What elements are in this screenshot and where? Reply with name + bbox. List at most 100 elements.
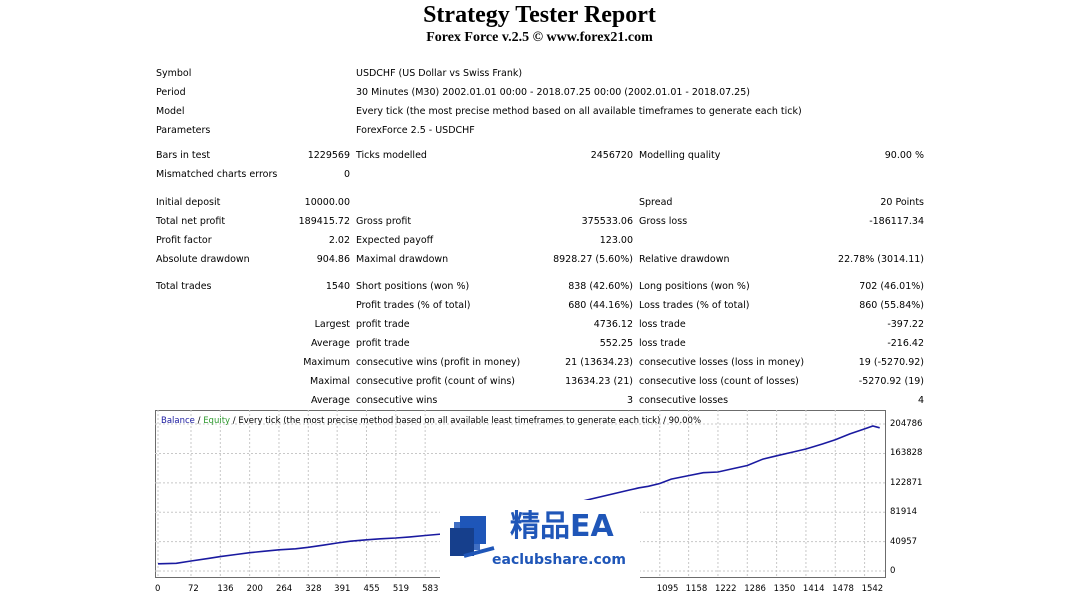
long-value: 702 (46.01%) xyxy=(859,281,924,292)
avg-losses-label: consecutive losses xyxy=(639,395,729,406)
legend-balance: Balance xyxy=(161,416,195,426)
y-tick-label: 122871 xyxy=(890,477,923,488)
deposit-value: 10000.00 xyxy=(304,197,350,208)
quality-value: 90.00 % xyxy=(884,150,924,161)
deposit-label: Initial deposit xyxy=(156,197,221,208)
symbol-label: Symbol xyxy=(156,68,192,79)
y-tick-label: 204786 xyxy=(890,419,923,430)
x-tick-label: 1478 xyxy=(832,584,854,594)
model-label: Model xyxy=(156,106,185,117)
maximal-label: Maximal xyxy=(310,376,350,387)
maxdd-value: 8928.27 (5.60%) xyxy=(553,254,633,265)
watermark: 精品EA eaclubshare.com xyxy=(440,500,640,582)
avg-wins-label: consecutive wins xyxy=(356,395,438,406)
watermark-url: eaclubshare.com xyxy=(492,552,626,568)
x-tick-label: 1158 xyxy=(685,584,708,594)
period-label: Period xyxy=(156,87,186,98)
x-tick-label: 264 xyxy=(275,584,293,594)
report-title: Strategy Tester Report xyxy=(423,2,656,28)
model-value: Every tick (the most precise method base… xyxy=(356,106,802,117)
ptrades-value: 680 (44.16%) xyxy=(568,300,633,311)
x-tick-label: 391 xyxy=(334,584,351,594)
y-tick-label: 0 xyxy=(890,566,896,576)
parameters-label: Parameters xyxy=(156,125,211,136)
payoff-value: 123.00 xyxy=(599,235,633,246)
average-profit-value: 552.25 xyxy=(599,338,633,349)
payoff-label: Expected payoff xyxy=(356,235,434,246)
pf-label: Profit factor xyxy=(156,235,212,246)
maximum-label: Maximum xyxy=(303,357,350,368)
maximal-loss-value: -5270.92 (19) xyxy=(858,376,924,387)
period-value: 30 Minutes (M30) 2002.01.01 00:00 - 2018… xyxy=(356,87,750,98)
x-tick-label: 1286 xyxy=(744,584,766,594)
average-loss-label: loss trade xyxy=(639,338,686,349)
y-tick-label: 40957 xyxy=(890,536,918,547)
grossloss-value: -186117.34 xyxy=(869,216,924,227)
average-label: Average xyxy=(310,338,350,349)
x-tick-label: 1350 xyxy=(773,584,796,594)
largest-loss-value: -397.22 xyxy=(887,319,924,330)
ltrades-value: 860 (55.84%) xyxy=(859,300,924,311)
legend-description: / Every tick (the most precise method ba… xyxy=(230,416,702,426)
x-tick-label: 136 xyxy=(217,584,234,594)
chart-legend: Balance / Equity / Every tick (the most … xyxy=(161,416,701,426)
trades-label: Total trades xyxy=(156,281,212,292)
largest-profit-value: 4736.12 xyxy=(593,319,633,330)
x-tick-label: 328 xyxy=(305,584,322,594)
avg-consec-label: Average xyxy=(310,395,350,406)
largest-profit-label: profit trade xyxy=(356,319,410,330)
absdd-value: 904.86 xyxy=(316,254,350,265)
spread-value: 20 Points xyxy=(880,197,924,208)
x-tick-label: 519 xyxy=(392,584,410,594)
trades-value: 1540 xyxy=(325,281,350,292)
largest-label: Largest xyxy=(314,319,350,330)
maxdd-label: Maximal drawdown xyxy=(356,254,449,265)
long-label: Long positions (won %) xyxy=(639,281,750,292)
x-tick-label: 583 xyxy=(422,584,439,594)
x-tick-label: 1414 xyxy=(802,584,825,594)
mismatch-value: 0 xyxy=(343,169,350,180)
legend-equity: Equity xyxy=(203,416,231,426)
ticks-value: 2456720 xyxy=(590,150,633,161)
mismatch-label: Mismatched charts errors xyxy=(156,169,278,180)
symbol-value: USDCHF (US Dollar vs Swiss Frank) xyxy=(356,68,523,79)
reldd-value: 22.78% (3014.11) xyxy=(838,254,924,265)
short-value: 838 (42.60%) xyxy=(568,281,633,292)
ticks-label: Ticks modelled xyxy=(356,150,427,161)
watermark-cn-text: 精品EA xyxy=(510,509,614,544)
bars-value: 1229569 xyxy=(307,150,350,161)
absdd-label: Absolute drawdown xyxy=(156,254,250,265)
x-tick-label: 72 xyxy=(187,584,199,594)
avg-losses-value: 4 xyxy=(917,395,924,406)
grossprofit-label: Gross profit xyxy=(356,216,412,227)
max-losses-label: consecutive losses (loss in money) xyxy=(639,357,805,368)
x-tick-label: 200 xyxy=(246,584,263,594)
pf-value: 2.02 xyxy=(328,235,350,246)
quality-label: Modelling quality xyxy=(639,150,721,161)
book-logo-icon xyxy=(450,516,495,558)
parameters-value: ForexForce 2.5 - USDCHF xyxy=(356,125,475,136)
ptrades-label: Profit trades (% of total) xyxy=(356,300,471,311)
grossprofit-value: 375533.06 xyxy=(581,216,633,227)
maximal-loss-label: consecutive loss (count of losses) xyxy=(639,376,799,387)
largest-loss-label: loss trade xyxy=(639,319,686,330)
x-tick-label: 1222 xyxy=(714,584,737,594)
average-profit-label: profit trade xyxy=(356,338,410,349)
netprofit-value: 189415.72 xyxy=(298,216,350,227)
reldd-label: Relative drawdown xyxy=(639,254,730,265)
legend-separator: / xyxy=(194,416,204,426)
x-tick-label: 1095 xyxy=(656,584,679,594)
max-losses-value: 19 (-5270.92) xyxy=(858,357,924,368)
short-label: Short positions (won %) xyxy=(356,281,470,292)
y-tick-label: 163828 xyxy=(890,448,923,459)
report-subtitle: Forex Force v.2.5 © www.forex21.com xyxy=(426,30,653,45)
x-tick-label: 0 xyxy=(155,584,161,594)
spread-label: Spread xyxy=(639,197,673,208)
x-tick-label: 455 xyxy=(363,584,380,594)
y-tick-label: 81914 xyxy=(890,507,918,518)
maximal-profit-value: 13634.23 (21) xyxy=(565,376,633,387)
max-wins-value: 21 (13634.23) xyxy=(565,357,633,368)
avg-wins-value: 3 xyxy=(626,395,633,406)
bars-label: Bars in test xyxy=(156,150,211,161)
average-loss-value: -216.42 xyxy=(887,338,924,349)
